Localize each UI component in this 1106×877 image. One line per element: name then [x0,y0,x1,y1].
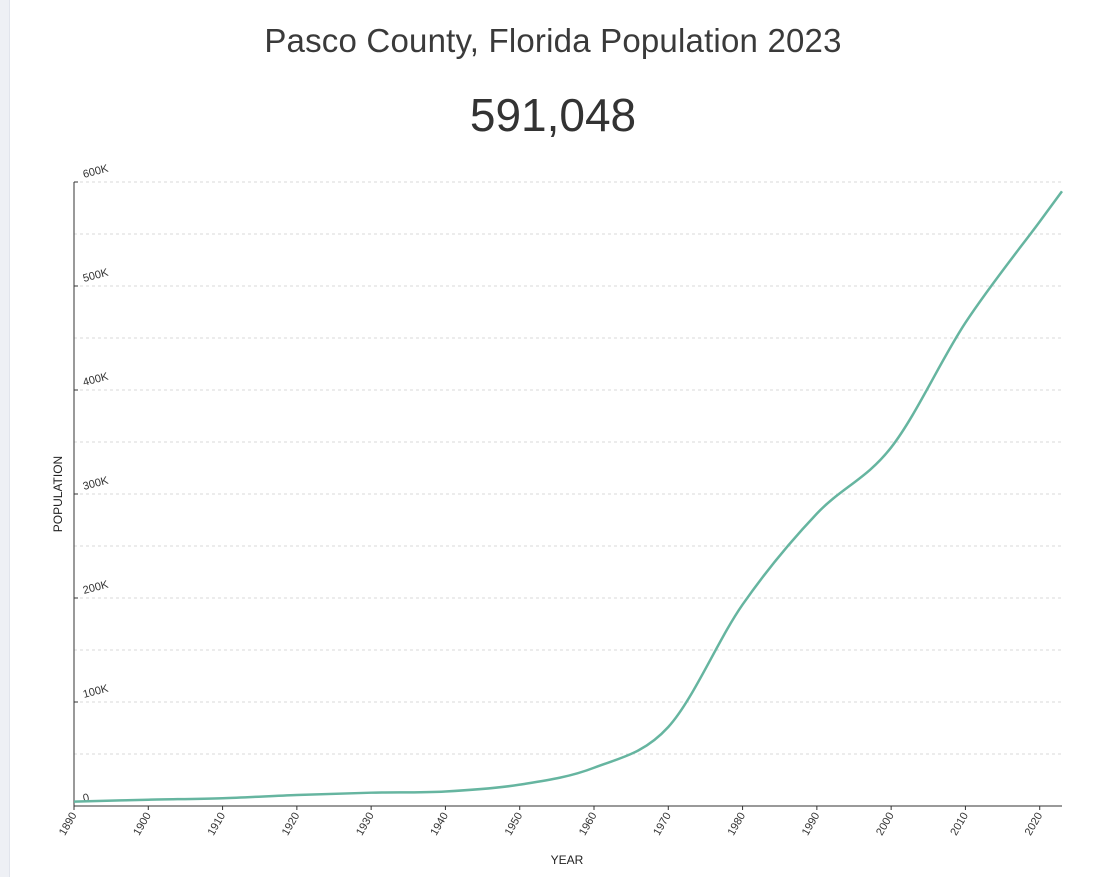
x-tick-label: 1910 [206,811,229,838]
x-tick-label: 1980 [726,811,749,838]
left-scroll-rail [0,0,10,877]
y-tick-label: 400K [82,370,111,388]
x-tick-label: 2020 [1023,811,1046,838]
y-tick-label: 500K [82,266,111,284]
x-tick-label: 1900 [131,811,154,838]
x-tick-label: 1960 [577,811,600,838]
x-tick-label: 2000 [874,811,897,838]
page-title: Pasco County, Florida Population 2023 [264,22,842,59]
y-tick-label: 0 [82,792,91,805]
x-tick-label: 2010 [948,811,971,838]
y-tick-label: 100K [82,682,111,700]
x-axis-title: YEAR [551,853,584,867]
y-tick-label: 200K [82,578,111,596]
x-axis-ticks: 1890 1900 1910 1920 1930 1940 1950 1960 1970 1980… [57,806,1045,838]
x-tick-label: 1950 [503,811,526,838]
y-axis-ticks: 0 100K 200K 300K 400K 500K 600K [74,162,111,807]
current-population-value: 591,048 [469,89,637,141]
y-axis-title: POPULATION [51,456,65,532]
x-tick-label: 1990 [800,811,823,838]
population-series-line [73,190,1064,803]
x-tick-label: 1970 [651,811,674,838]
x-tick-label: 1890 [57,811,80,838]
y-tick-label: 600K [82,162,111,180]
x-tick-label: 1930 [354,811,377,838]
gridlines [74,181,1062,755]
x-tick-label: 1940 [428,811,451,838]
x-tick-label: 1920 [280,811,303,838]
y-tick-label: 300K [82,474,111,492]
